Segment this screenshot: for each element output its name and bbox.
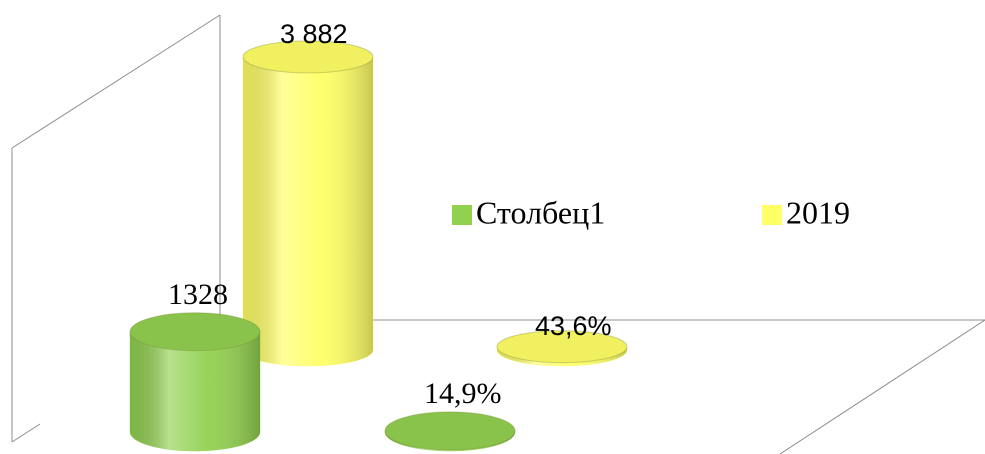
legend-label: 2019 [786, 194, 850, 230]
cylinder-top-shade [243, 40, 373, 73]
data-label: 1328 [168, 278, 228, 311]
data-label: 14,9% [424, 377, 502, 410]
wall-edge [11, 14, 221, 149]
data-label: 43,6% [535, 311, 612, 341]
legend-label: Столбец1 [476, 194, 605, 230]
cylinder-top [384, 411, 516, 451]
cylinder-shade [130, 331, 260, 451]
cylinder-top-shade [130, 312, 260, 351]
floor-edge [779, 319, 985, 454]
cylinder-top [496, 330, 628, 364]
legend: Столбец1 2019 [452, 194, 850, 230]
cylinder-shade [243, 56, 373, 367]
legend-swatch [762, 205, 782, 225]
cylinder-top-shade [497, 330, 627, 363]
cylinders [129, 40, 628, 452]
cylinder-top [242, 40, 374, 74]
legend-swatch [452, 205, 472, 225]
floor-edge [11, 423, 41, 443]
cylinder-top-shade [385, 411, 515, 450]
data-label: 3 882 [280, 19, 348, 49]
cylinder-top [129, 312, 261, 352]
